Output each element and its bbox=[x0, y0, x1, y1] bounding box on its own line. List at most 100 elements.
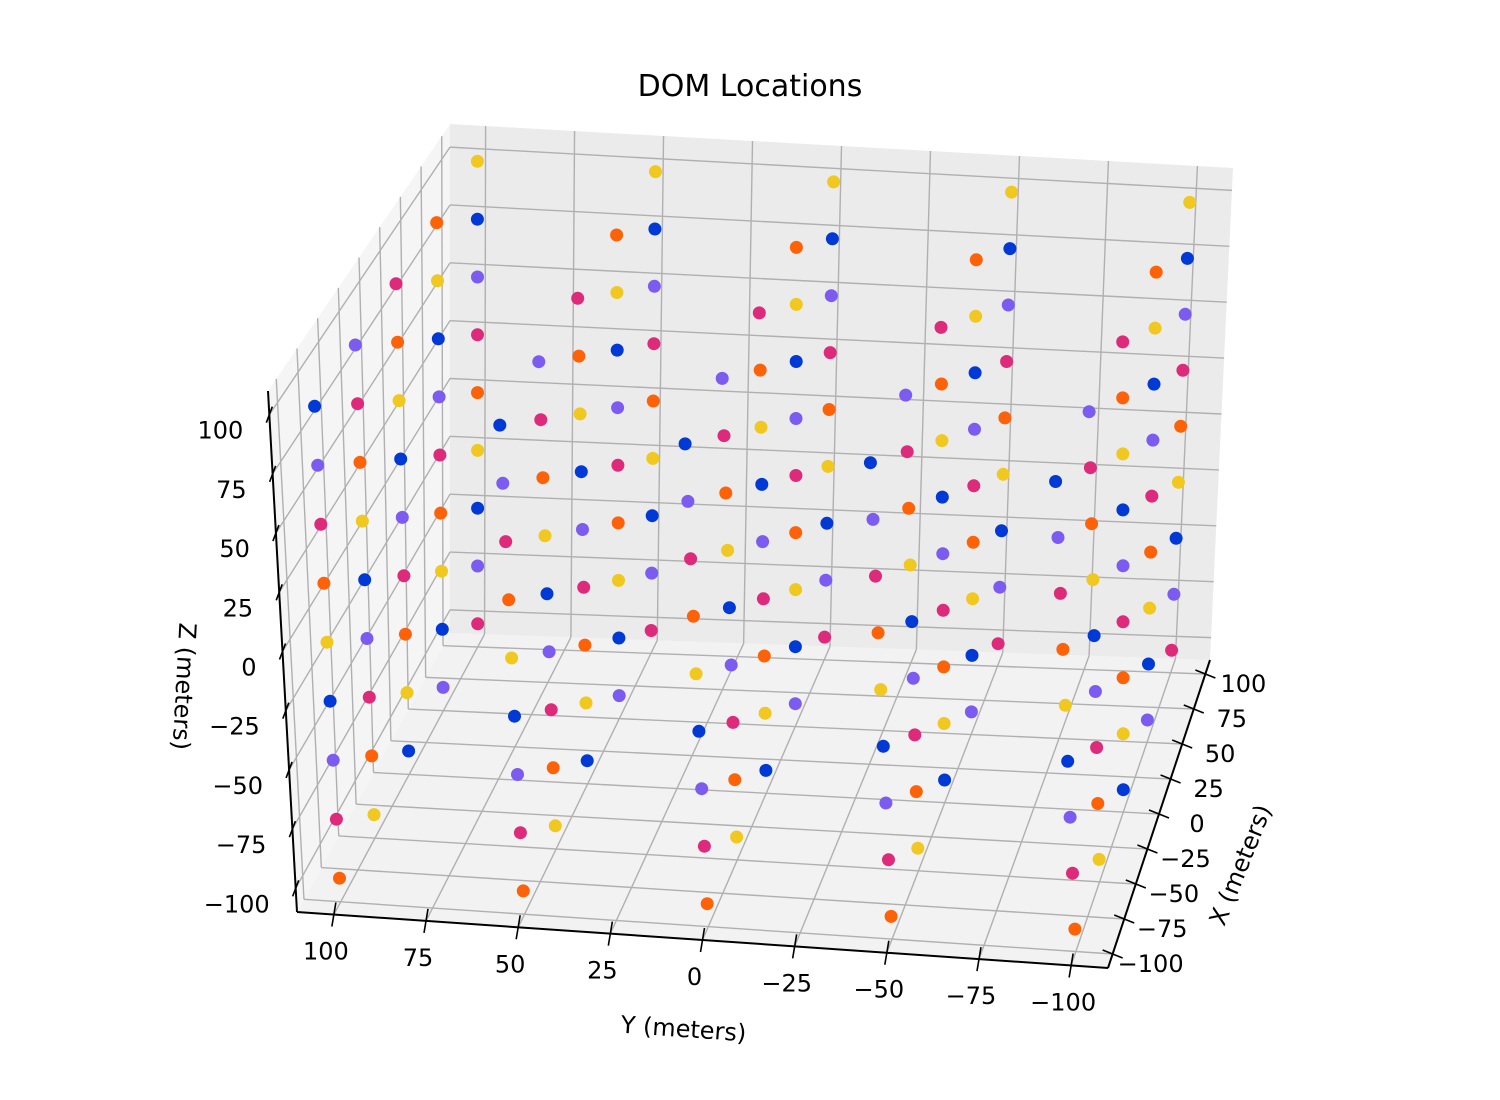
data-point bbox=[436, 680, 450, 694]
data-point bbox=[508, 709, 521, 723]
data-point bbox=[571, 291, 585, 305]
data-point bbox=[911, 841, 925, 855]
data-point bbox=[645, 509, 659, 523]
data-point bbox=[400, 686, 414, 700]
data-point bbox=[818, 630, 832, 644]
y-tick-label: −100 bbox=[1030, 988, 1096, 1016]
grid-line-back-z bbox=[449, 204, 1230, 247]
z-tick-mark bbox=[282, 702, 290, 719]
y-tick-label: −75 bbox=[946, 982, 997, 1010]
data-point bbox=[397, 569, 411, 583]
x-tick-label: −25 bbox=[1160, 845, 1211, 873]
data-point bbox=[471, 270, 484, 284]
grid-line-floor-x bbox=[408, 708, 1183, 745]
data-point bbox=[753, 363, 767, 377]
data-point bbox=[611, 516, 625, 530]
data-point bbox=[611, 401, 625, 415]
data-point bbox=[936, 547, 950, 561]
data-point bbox=[471, 617, 485, 631]
z-tick-label: 100 bbox=[198, 417, 244, 445]
data-point bbox=[470, 154, 484, 168]
data-point bbox=[471, 386, 484, 400]
data-point bbox=[937, 717, 951, 730]
data-point bbox=[430, 216, 444, 230]
grid-line-side-z bbox=[295, 609, 451, 889]
data-point bbox=[362, 690, 376, 704]
y-tick-label: −50 bbox=[853, 976, 904, 1004]
x-tick-mark bbox=[1137, 844, 1158, 854]
x-axis-label: X (meters) bbox=[1204, 801, 1278, 930]
data-point bbox=[646, 451, 660, 465]
data-point bbox=[1058, 698, 1072, 712]
tick-labels: 100 75 50 25 0 −25 −50 −75 −100 100 75 50 25 0 −25 −50 −… bbox=[198, 406, 1266, 1016]
data-point bbox=[788, 640, 802, 654]
data-point bbox=[645, 566, 659, 580]
data-point bbox=[1082, 405, 1096, 419]
grid-lines bbox=[268, 125, 1232, 966]
z-axis-label: Z (meters) bbox=[167, 622, 202, 751]
data-point bbox=[471, 443, 485, 457]
data-point bbox=[329, 812, 343, 826]
data-point bbox=[1116, 391, 1130, 405]
data-point bbox=[991, 637, 1005, 651]
data-point bbox=[1068, 922, 1082, 936]
data-point bbox=[502, 593, 516, 607]
data-point bbox=[824, 289, 838, 303]
data-point bbox=[1083, 461, 1097, 475]
data-point bbox=[610, 343, 624, 357]
data-point bbox=[365, 749, 379, 763]
data-point bbox=[789, 240, 803, 254]
y-tick-mark bbox=[331, 902, 337, 927]
back-wall-pane bbox=[450, 124, 1233, 660]
z-tick-label: −25 bbox=[209, 713, 260, 741]
data-point bbox=[966, 535, 980, 549]
x-tick-label: −75 bbox=[1137, 915, 1188, 943]
data-point bbox=[540, 587, 554, 601]
z-tick-label: −50 bbox=[212, 772, 263, 800]
data-point bbox=[1146, 433, 1160, 447]
data-point bbox=[395, 510, 409, 524]
data-point bbox=[969, 309, 983, 323]
data-point bbox=[789, 355, 803, 368]
data-point bbox=[1149, 265, 1163, 279]
grid-line-floor-x bbox=[356, 803, 1148, 850]
grid-line-floor-x bbox=[390, 740, 1171, 780]
data-point bbox=[721, 543, 735, 557]
data-point bbox=[1063, 810, 1077, 824]
data-point bbox=[935, 434, 949, 448]
data-point bbox=[1116, 615, 1130, 629]
data-point bbox=[612, 689, 626, 703]
data-point bbox=[323, 694, 337, 708]
x-tick-label: −50 bbox=[1148, 880, 1199, 908]
y-tick-mark bbox=[976, 946, 982, 972]
data-point bbox=[1003, 242, 1017, 256]
data-point bbox=[936, 603, 950, 617]
data-point bbox=[546, 761, 560, 775]
x-tick-mark bbox=[1183, 704, 1205, 714]
data-point bbox=[900, 445, 914, 459]
z-tick-mark bbox=[268, 465, 277, 483]
grid-line-back-z bbox=[449, 262, 1227, 303]
grid-line-floor-x bbox=[338, 835, 1136, 885]
data-point bbox=[715, 371, 729, 385]
data-point bbox=[496, 476, 510, 490]
data-point bbox=[1001, 298, 1015, 312]
data-point bbox=[367, 808, 381, 822]
data-point bbox=[1169, 531, 1183, 545]
data-point bbox=[532, 355, 546, 369]
data-point bbox=[1049, 475, 1063, 488]
data-point bbox=[434, 506, 448, 520]
data-point bbox=[513, 826, 527, 840]
x-tick-label: 0 bbox=[1189, 810, 1204, 838]
grid-line-back-z bbox=[449, 319, 1225, 359]
data-point bbox=[544, 703, 558, 717]
data-point bbox=[722, 601, 736, 615]
data-point bbox=[758, 706, 772, 720]
data-point bbox=[1056, 642, 1070, 656]
data-point bbox=[648, 222, 662, 236]
grid-line-floor-x bbox=[303, 898, 1113, 955]
data-point bbox=[825, 232, 839, 246]
data-point bbox=[610, 228, 624, 242]
z-tick-mark bbox=[288, 820, 297, 838]
grid-line-side-z bbox=[272, 204, 451, 475]
